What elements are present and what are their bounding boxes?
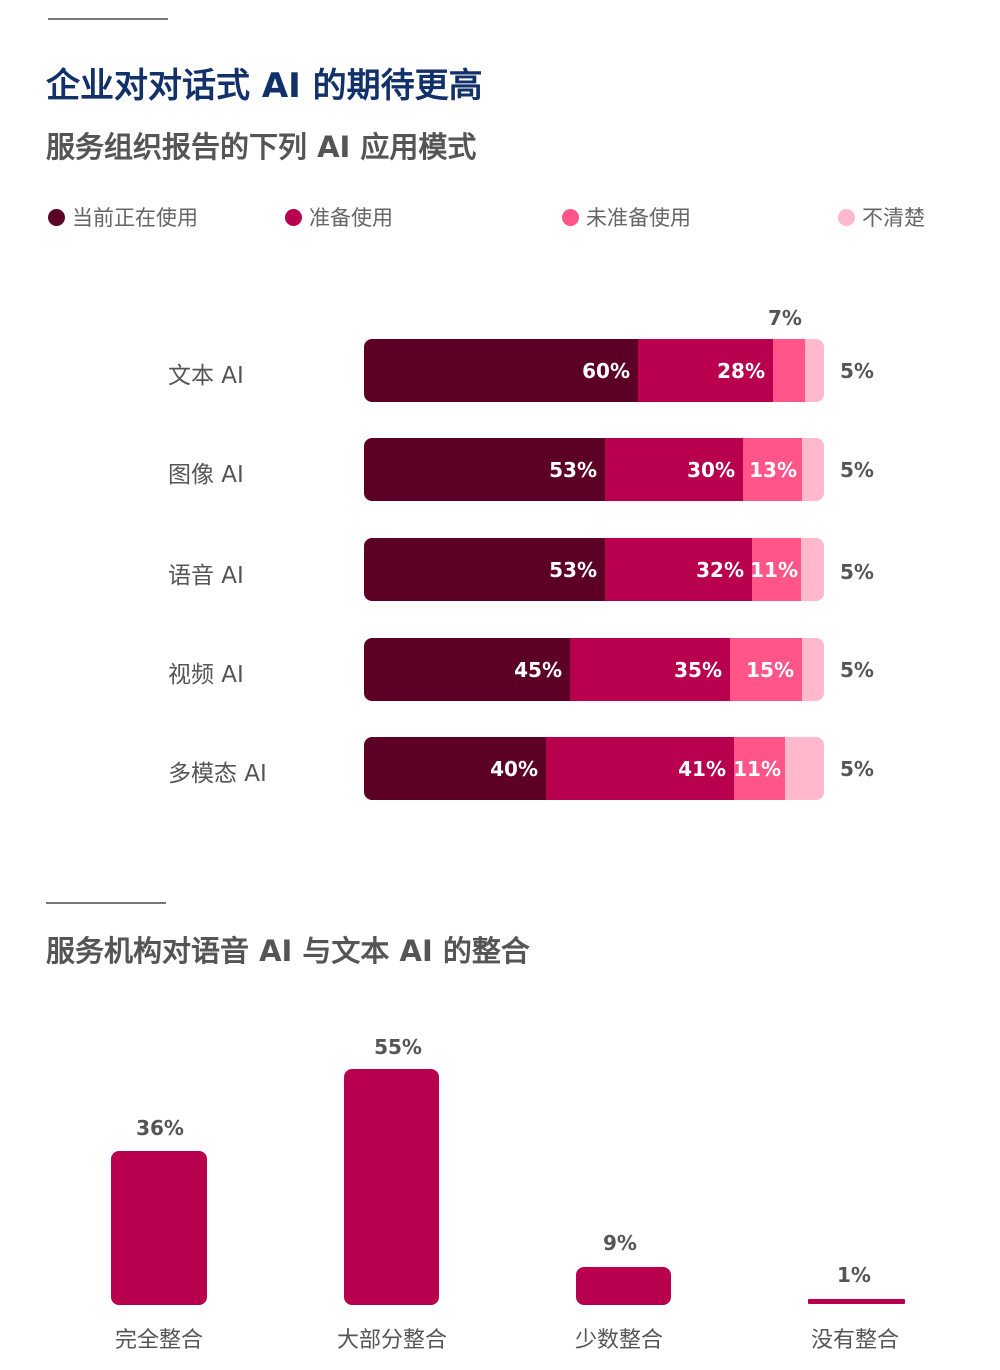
- segment-planning: 28%: [638, 339, 773, 402]
- section2-title: 服务机构对语音 AI 与文本 AI 的整合: [46, 934, 530, 968]
- segment-planning: 41%: [546, 737, 734, 800]
- row-label-multimodal-ai: 多模态 AI: [168, 761, 267, 787]
- row-label-voice-ai: 语音 AI: [168, 563, 244, 589]
- legend-label: 不清楚: [862, 206, 925, 230]
- row-label-image-ai: 图像 AI: [168, 462, 244, 488]
- unsure-value-label: 5%: [840, 757, 874, 781]
- unsure-value-label: 5%: [840, 458, 874, 482]
- segment-unsure: [785, 737, 824, 800]
- segment-unsure: [802, 438, 824, 501]
- segment-current: 53%: [364, 538, 605, 601]
- legend-item-current-use: 当前正在使用: [48, 202, 198, 232]
- legend-label: 准备使用: [309, 206, 393, 230]
- legend-label: 未准备使用: [586, 206, 691, 230]
- legend-dot-icon: [562, 208, 579, 226]
- above-bar-label: 7%: [768, 306, 802, 330]
- segment-current: 60%: [364, 339, 638, 402]
- unsure-value-label: 5%: [840, 359, 874, 383]
- row-label-text-ai: 文本 AI: [168, 363, 244, 389]
- stacked-bar-multimodal-ai: 40% 41% 11%: [364, 737, 824, 800]
- segment-not-planning: 11%: [750, 538, 801, 601]
- legend-dot-icon: [838, 208, 855, 226]
- legend-item-not-planning: 未准备使用: [562, 202, 691, 232]
- page-title: 企业对对话式 AI 的期待更高: [46, 66, 483, 106]
- segment-current: 53%: [364, 438, 605, 501]
- page-subtitle: 服务组织报告的下列 AI 应用模式: [46, 130, 477, 164]
- segment-unsure: [801, 538, 824, 601]
- legend-label: 当前正在使用: [72, 206, 198, 230]
- segment-not-planning: 11%: [733, 737, 785, 800]
- column-category-label: 没有整合: [810, 1328, 899, 1353]
- unsure-value-label: 5%: [840, 658, 874, 682]
- column-bar-most: [344, 1069, 439, 1305]
- segment-planning: 32%: [605, 538, 752, 601]
- legend-dot-icon: [285, 208, 302, 226]
- segment-planning: 35%: [570, 638, 730, 701]
- stacked-bar-voice-ai: 53% 32% 11%: [364, 538, 824, 601]
- segment-not-planning: 13%: [743, 438, 802, 501]
- column-category-label: 完全整合: [114, 1328, 203, 1353]
- segment-not-planning: [773, 339, 805, 402]
- unsure-value-label: 5%: [840, 560, 874, 584]
- segment-current: 40%: [364, 737, 546, 800]
- top-divider: [48, 18, 168, 20]
- column-value-label: 1%: [837, 1263, 871, 1287]
- segment-unsure: [805, 339, 824, 402]
- segment-planning: 30%: [605, 438, 743, 501]
- legend-dot-icon: [48, 208, 65, 226]
- column-bar-few: [576, 1267, 671, 1305]
- column-category-label: 大部分整合: [336, 1328, 447, 1353]
- column-category-label: 少数整合: [574, 1328, 663, 1353]
- legend-item-unsure: 不清楚: [838, 202, 925, 232]
- row-label-video-ai: 视频 AI: [168, 662, 244, 688]
- stacked-bar-video-ai: 45% 35% 15%: [364, 638, 824, 701]
- segment-not-planning: 15%: [730, 638, 802, 701]
- stacked-bar-text-ai: 60% 28%: [364, 339, 824, 402]
- stacked-bar-image-ai: 53% 30% 13%: [364, 438, 824, 501]
- segment-current: 45%: [364, 638, 570, 701]
- segment-unsure: [802, 638, 824, 701]
- column-value-label: 55%: [374, 1035, 422, 1059]
- column-value-label: 36%: [136, 1116, 184, 1140]
- legend-item-planning: 准备使用: [285, 202, 393, 232]
- column-value-label: 9%: [603, 1231, 637, 1255]
- column-bar-none: [808, 1299, 905, 1304]
- section2-divider: [46, 902, 166, 904]
- column-bar-full: [111, 1151, 207, 1305]
